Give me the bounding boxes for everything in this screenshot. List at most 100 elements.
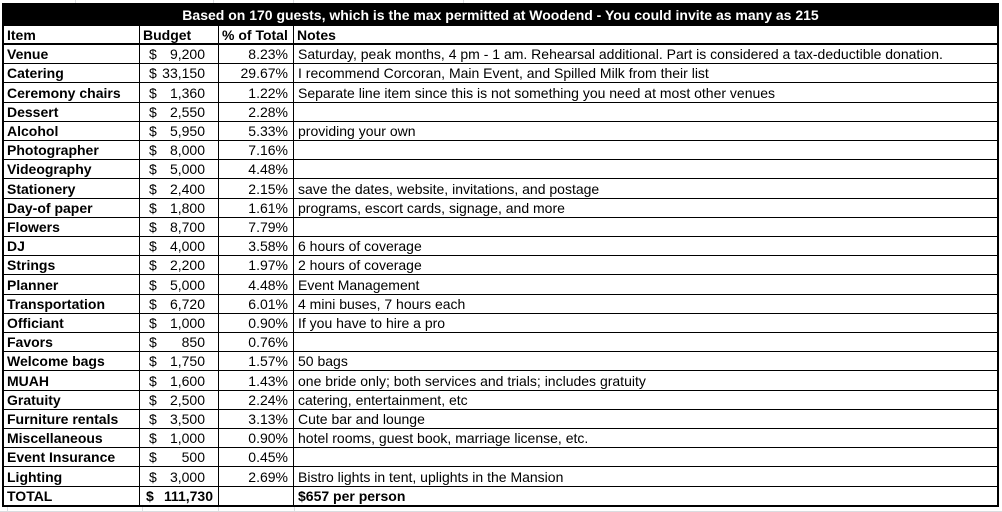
- cell-pct-of-total[interactable]: 3.13%: [219, 409, 294, 429]
- cell-budget[interactable]: $8,000: [140, 141, 219, 160]
- cell-notes[interactable]: [294, 333, 997, 351]
- cell-notes[interactable]: [294, 160, 997, 178]
- cell-budget[interactable]: $5,000: [140, 160, 219, 179]
- cell-notes[interactable]: $657 per person: [298, 487, 406, 504]
- cell-item[interactable]: TOTAL: [4, 486, 140, 505]
- cell-notes[interactable]: Cute bar and lounge: [298, 410, 425, 427]
- column-header-pct-of-total[interactable]: % of Total: [219, 26, 294, 43]
- cell-budget[interactable]: $33,150: [140, 64, 219, 83]
- cell-item[interactable]: Planner: [4, 275, 140, 294]
- cell-notes[interactable]: save the dates, website, invitations, an…: [298, 180, 600, 197]
- cell-budget[interactable]: $4,000: [140, 237, 219, 256]
- cell-notes[interactable]: [294, 141, 997, 159]
- cell-item[interactable]: Day-of paper: [4, 198, 140, 217]
- column-header-notes[interactable]: Notes: [297, 26, 336, 43]
- cell-item[interactable]: Stationery: [4, 179, 140, 198]
- cell-pct-of-total[interactable]: 29.67%: [219, 64, 294, 83]
- cell-budget[interactable]: $1,000: [140, 429, 219, 448]
- cell-item[interactable]: Ceremony chairs: [4, 83, 140, 102]
- cell-pct-of-total[interactable]: 6.01%: [219, 294, 294, 313]
- cell-notes[interactable]: I recommend Corcoran, Main Event, and Sp…: [298, 65, 709, 82]
- cell-budget[interactable]: $2,400: [140, 179, 219, 198]
- cell-item[interactable]: Venue: [4, 45, 140, 64]
- cell-notes[interactable]: [294, 218, 997, 236]
- cell-pct-of-total[interactable]: 0.90%: [219, 429, 294, 448]
- cell-pct-of-total[interactable]: 1.43%: [219, 371, 294, 390]
- cell-budget[interactable]: $111,730: [140, 486, 219, 505]
- cell-item[interactable]: Alcohol: [4, 121, 140, 141]
- cell-pct-of-total[interactable]: 7.16%: [219, 141, 294, 160]
- cell-pct-of-total[interactable]: 2.28%: [219, 102, 294, 121]
- cell-pct-of-total[interactable]: 3.58%: [219, 237, 294, 256]
- cell-item[interactable]: Transportation: [4, 294, 140, 313]
- cell-pct-of-total[interactable]: 4.48%: [219, 275, 294, 294]
- cell-pct-of-total[interactable]: 2.24%: [219, 390, 294, 409]
- cell-item[interactable]: Favors: [4, 333, 140, 352]
- cell-pct-of-total[interactable]: 1.22%: [219, 83, 294, 102]
- cell-notes[interactable]: providing your own: [298, 122, 416, 139]
- cell-budget[interactable]: $2,200: [140, 256, 219, 275]
- cell-pct-of-total[interactable]: 4.48%: [219, 160, 294, 179]
- cell-budget[interactable]: $1,360: [140, 83, 219, 102]
- cell-pct-of-total[interactable]: 7.79%: [219, 217, 294, 237]
- cell-pct-of-total[interactable]: 0.90%: [219, 313, 294, 333]
- column-header-budget[interactable]: Budget: [140, 26, 219, 43]
- cell-item[interactable]: MUAH: [4, 371, 140, 390]
- cell-item[interactable]: DJ: [4, 237, 140, 256]
- cell-item[interactable]: Miscellaneous: [4, 429, 140, 448]
- cell-pct-of-total[interactable]: 2.15%: [219, 179, 294, 198]
- cell-notes[interactable]: Bistro lights in tent, uplights in the M…: [298, 468, 564, 485]
- table-title[interactable]: Based on 170 guests, which is the max pe…: [4, 5, 997, 26]
- cell-notes[interactable]: hotel rooms, guest book, marriage licens…: [298, 430, 589, 447]
- cell-notes[interactable]: Event Management: [298, 276, 420, 293]
- cell-budget[interactable]: $1,750: [140, 352, 219, 371]
- cell-notes[interactable]: [294, 103, 997, 121]
- cell-notes[interactable]: one bride only; both services and trials…: [298, 372, 646, 389]
- cell-item[interactable]: Event Insurance: [4, 448, 140, 467]
- cell-item[interactable]: Catering: [4, 64, 140, 83]
- cell-pct-of-total[interactable]: 5.33%: [219, 121, 294, 141]
- cell-notes[interactable]: Saturday, peak months, 4 pm - 1 am. Rehe…: [298, 46, 943, 63]
- cell-notes[interactable]: [294, 448, 997, 466]
- cell-budget[interactable]: $850: [140, 333, 219, 352]
- cell-budget[interactable]: $5,950: [140, 121, 219, 141]
- cell-item[interactable]: Flowers: [4, 217, 140, 237]
- cell-budget[interactable]: $500: [140, 448, 219, 467]
- cell-budget[interactable]: $8,700: [140, 217, 219, 237]
- cell-budget[interactable]: $1,800: [140, 198, 219, 217]
- cell-budget[interactable]: $5,000: [140, 275, 219, 294]
- cell-budget[interactable]: $2,550: [140, 102, 219, 121]
- cell-item[interactable]: Gratuity: [4, 390, 140, 409]
- cell-item[interactable]: Photographer: [4, 141, 140, 160]
- cell-item[interactable]: Welcome bags: [4, 352, 140, 371]
- cell-notes[interactable]: 50 bags: [298, 353, 348, 370]
- cell-budget[interactable]: $9,200: [140, 45, 219, 64]
- cell-pct-of-total[interactable]: 1.97%: [219, 256, 294, 275]
- cell-notes[interactable]: If you have to hire a pro: [298, 314, 446, 331]
- cell-pct-of-total[interactable]: 2.69%: [219, 467, 294, 486]
- cell-pct-of-total[interactable]: 1.61%: [219, 198, 294, 217]
- cell-notes[interactable]: 2 hours of coverage: [298, 257, 422, 274]
- cell-budget[interactable]: $2,500: [140, 390, 219, 409]
- cell-notes[interactable]: Separate line item since this is not som…: [298, 84, 776, 101]
- cell-pct-of-total[interactable]: 8.23%: [219, 45, 294, 64]
- cell-budget[interactable]: $1,600: [140, 371, 219, 390]
- cell-budget[interactable]: $6,720: [140, 294, 219, 313]
- cell-pct-of-total[interactable]: 1.57%: [219, 352, 294, 371]
- cell-notes[interactable]: 4 mini buses, 7 hours each: [298, 295, 466, 312]
- column-header-item[interactable]: Item: [4, 26, 140, 43]
- cell-notes[interactable]: programs, escort cards, signage, and mor…: [298, 199, 565, 216]
- cell-item[interactable]: Dessert: [4, 102, 140, 121]
- cell-pct-of-total[interactable]: [219, 486, 294, 505]
- cell-item[interactable]: Videography: [4, 160, 140, 179]
- cell-item[interactable]: Officiant: [4, 313, 140, 333]
- cell-pct-of-total[interactable]: 0.76%: [219, 333, 294, 352]
- cell-item[interactable]: Furniture rentals: [4, 409, 140, 429]
- cell-budget[interactable]: $3,500: [140, 409, 219, 429]
- cell-item[interactable]: Lighting: [4, 467, 140, 486]
- cell-notes[interactable]: catering, entertainment, etc: [298, 391, 468, 408]
- cell-budget[interactable]: $1,000: [140, 313, 219, 333]
- cell-notes[interactable]: 6 hours of coverage: [298, 238, 422, 255]
- cell-budget[interactable]: $3,000: [140, 467, 219, 486]
- cell-item[interactable]: Strings: [4, 256, 140, 275]
